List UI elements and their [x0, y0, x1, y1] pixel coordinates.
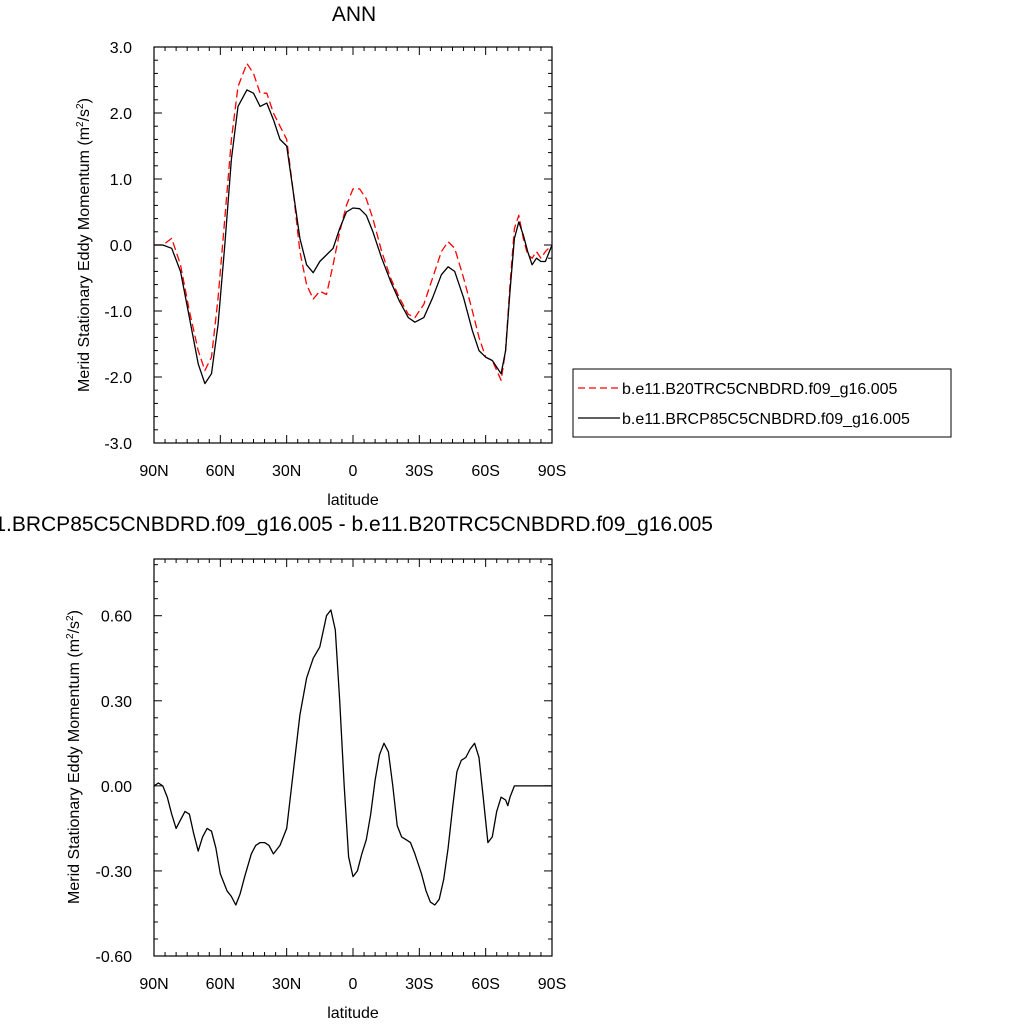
top-y-tick-label: -1.0	[104, 304, 132, 321]
top-plot-frame	[153, 46, 553, 444]
bottom-y-axis-label: Merid Stationary Eddy Momentum (m2/s2)	[65, 610, 83, 904]
bottom-panel: b.e11.BRCP85C5CNBDRD.f09_g16.005 - b.e11…	[0, 513, 713, 1022]
legend: b.e11.B20TRC5CNBDRD.f09_g16.005 b.e11.BR…	[572, 368, 952, 438]
bottom-x-tick-label: 60S	[471, 976, 499, 993]
top-y-tick-label: 1.0	[110, 172, 132, 189]
bottom-y-tick-label: -0.30	[96, 864, 133, 881]
bottom-x-tick-label: 30S	[405, 976, 433, 993]
bottom-y-tick-label: 0.60	[101, 609, 132, 626]
top-chart-title: ANN	[332, 3, 376, 26]
bottom-plot-frame	[153, 558, 553, 957]
top-x-tick-label: 90S	[538, 463, 566, 480]
bottom-y-tick-label: 0.00	[101, 779, 132, 796]
top-x-tick-label: 60S	[471, 463, 499, 480]
top-axis-ticks: 90N 60N 30N 0 30S 60S 90S 3.0 2.0 1.0 0.0 -1.0 -2.0 -…	[104, 40, 566, 480]
bottom-x-axis-label: latitude	[327, 1005, 379, 1022]
top-x-tick-label: 0	[349, 463, 358, 480]
top-x-tick-label: 90N	[139, 463, 168, 480]
bottom-x-tick-label: 0	[349, 976, 358, 993]
legend-label-brcp85: b.e11.BRCP85C5CNBDRD.f09_g16.005	[622, 411, 910, 428]
bottom-x-tick-label: 30N	[272, 976, 301, 993]
top-x-tick-label: 30S	[405, 463, 433, 480]
top-series-line-1	[154, 89, 553, 385]
bottom-x-tick-label: 90N	[139, 976, 168, 993]
bottom-axis-ticks: 90N 60N 30N 0 30S 60S 90S 0.60 0.30 0.00 -0.30 -0.6…	[96, 559, 566, 993]
top-y-axis-label: Merid Stationary Eddy Momentum (m2/s2)	[75, 98, 93, 392]
top-x-tick-label: 60N	[206, 463, 235, 480]
top-x-axis-label: latitude	[327, 492, 379, 509]
top-y-tick-label: 0.0	[110, 238, 132, 255]
bottom-y-tick-label: 0.30	[101, 694, 132, 711]
top-series-line-0	[154, 62, 553, 381]
top-y-tick-label: -2.0	[104, 370, 132, 387]
bottom-series-line-0	[153, 609, 552, 906]
bottom-series-lines	[153, 609, 552, 906]
top-x-tick-label: 30N	[272, 463, 301, 480]
top-panel: ANN 90N 60N 30N 0 30S 60S 90S 3.0 2.0 1.0 0.0 -1.0 -…	[75, 3, 566, 509]
top-y-tick-label: -3.0	[104, 436, 132, 453]
top-y-tick-label: 2.0	[110, 106, 132, 123]
bottom-chart-title: b.e11.BRCP85C5CNBDRD.f09_g16.005 - b.e11…	[0, 513, 713, 536]
bottom-y-tick-label: -0.60	[96, 949, 133, 966]
legend-box	[572, 368, 952, 438]
bottom-x-tick-label: 90S	[538, 976, 566, 993]
bottom-x-tick-label: 60N	[206, 976, 235, 993]
top-series-lines	[154, 62, 553, 385]
legend-label-b20trc: b.e11.B20TRC5CNBDRD.f09_g16.005	[622, 381, 898, 398]
top-y-tick-label: 3.0	[110, 40, 132, 57]
